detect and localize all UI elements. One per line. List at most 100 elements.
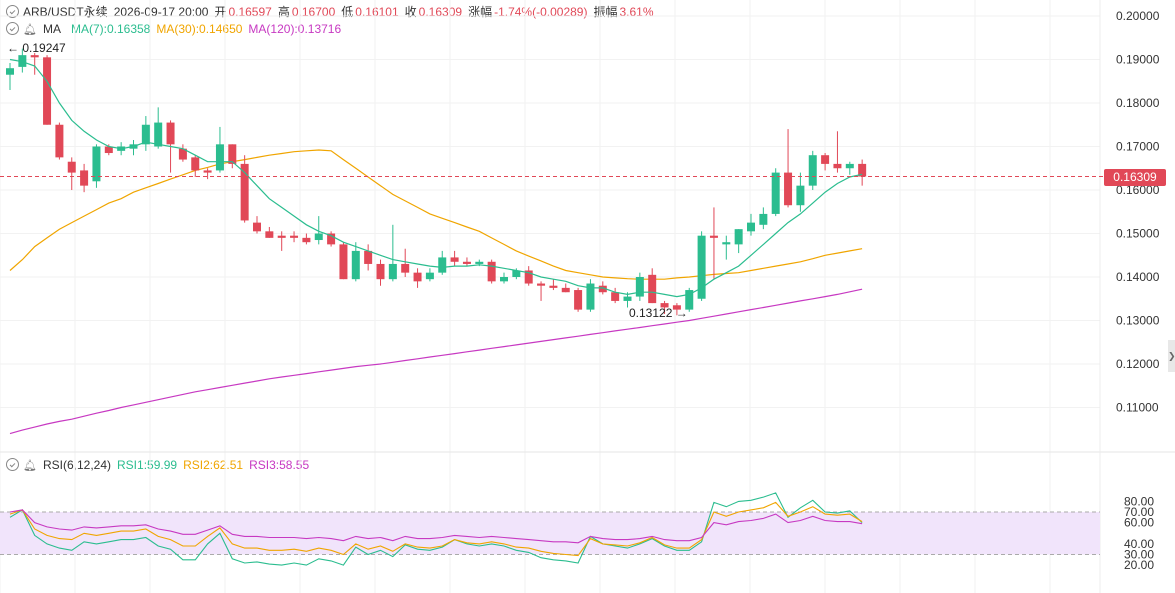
candle <box>734 229 743 254</box>
candle-body <box>413 272 422 282</box>
candle <box>759 207 768 230</box>
candle-body <box>858 163 867 177</box>
candle-body <box>561 287 570 293</box>
candle-body <box>104 146 113 154</box>
candle <box>253 216 261 234</box>
candle-body <box>574 290 583 310</box>
candle <box>67 157 76 190</box>
rsi-tick-label: 20.00 <box>1124 558 1154 572</box>
candle <box>178 144 187 162</box>
candle <box>611 287 620 304</box>
candle-body <box>228 144 237 164</box>
candle-body <box>784 172 793 206</box>
candle-body <box>178 148 187 160</box>
candle-body <box>166 122 175 145</box>
candle <box>327 231 336 247</box>
candle-body <box>796 185 805 206</box>
y-tick-label: 0.18000 <box>1116 96 1160 110</box>
candle <box>388 224 397 282</box>
candle <box>438 250 447 275</box>
candle-body <box>30 55 39 58</box>
candle <box>265 226 274 238</box>
candle-body <box>475 261 484 264</box>
ma120-legend: MA(120):0.13716 <box>248 22 342 36</box>
candle-body <box>92 146 101 182</box>
candle <box>376 259 385 286</box>
y-tick-label: 0.16000 <box>1116 183 1160 197</box>
candle <box>648 268 657 304</box>
current-price-tag: 0.16309 <box>1104 169 1166 186</box>
collapse-icon[interactable] <box>6 5 19 18</box>
y-tick-label: 0.14000 <box>1116 270 1160 284</box>
candle <box>709 207 718 280</box>
candle-body <box>487 261 496 282</box>
candle-body <box>265 231 274 238</box>
candle <box>672 303 681 316</box>
candle-body <box>6 68 14 75</box>
candle-body <box>833 163 842 169</box>
candle-body <box>388 263 397 280</box>
candle-body <box>438 257 447 273</box>
candle <box>302 233 311 245</box>
candle <box>574 287 583 312</box>
candle-body <box>154 122 163 147</box>
candle <box>277 231 286 251</box>
candle <box>141 116 150 151</box>
candle <box>290 231 299 243</box>
candle-body <box>141 124 150 145</box>
rsi-tick-label: 70.00 <box>1124 505 1154 519</box>
rsi-tick-label: 30.00 <box>1124 548 1154 562</box>
rsi-tick-label: 40.00 <box>1124 537 1154 551</box>
expand-handle-icon[interactable]: ❯ <box>1168 340 1175 372</box>
candle-body <box>450 257 459 262</box>
candle-body <box>376 263 385 280</box>
candle <box>450 250 459 267</box>
candle-body <box>549 285 558 288</box>
candle <box>240 155 249 223</box>
candle <box>92 144 101 188</box>
candle-body <box>623 296 632 301</box>
collapse-ma-icon[interactable] <box>6 22 19 35</box>
candle-body <box>43 57 52 125</box>
collapse-rsi-icon[interactable] <box>6 458 19 471</box>
candle <box>351 242 360 282</box>
ma-legend: 🔔︎ MA MA(7):0.16358 MA(30):0.14650 MA(120):0… <box>6 22 347 36</box>
candle-body <box>771 172 780 214</box>
candle <box>203 168 212 180</box>
candle-body <box>722 242 731 245</box>
candle <box>80 163 89 193</box>
rsi-line-rsi2 <box>9 501 863 557</box>
candle <box>191 155 200 177</box>
candle <box>660 300 669 314</box>
candle-body <box>425 272 434 280</box>
candle-body <box>500 277 508 282</box>
rsi2-legend: RSI2:62.51 <box>183 458 244 472</box>
candle <box>425 268 434 282</box>
candle <box>413 268 422 288</box>
candle-body <box>302 237 311 243</box>
candle-body <box>351 250 360 280</box>
candle <box>154 107 163 149</box>
candle-body <box>364 250 373 264</box>
rsi-line-rsi3 <box>9 509 863 544</box>
candle-body <box>697 235 706 299</box>
candle <box>6 62 14 90</box>
ma30-line <box>9 149 863 280</box>
y-tick-label: 0.19000 <box>1116 53 1160 67</box>
candle <box>30 52 39 75</box>
candle <box>833 131 842 173</box>
candle <box>401 248 410 277</box>
rsi-tick-label: 80.00 <box>1124 494 1154 508</box>
bell-icon[interactable]: 🔔︎ <box>23 24 37 36</box>
candle <box>43 55 52 125</box>
rsi-title: RSI(6,12,24) <box>42 458 112 472</box>
candle-body <box>845 163 854 169</box>
candle <box>635 272 644 301</box>
candle-body <box>55 124 64 158</box>
rsi-tick-label: 60.00 <box>1124 516 1154 530</box>
candle <box>18 48 27 73</box>
candle <box>228 144 237 169</box>
rsi-bell-icon[interactable]: 🔔︎ <box>23 460 37 472</box>
rsi1-legend: RSI1:59.99 <box>117 458 178 472</box>
